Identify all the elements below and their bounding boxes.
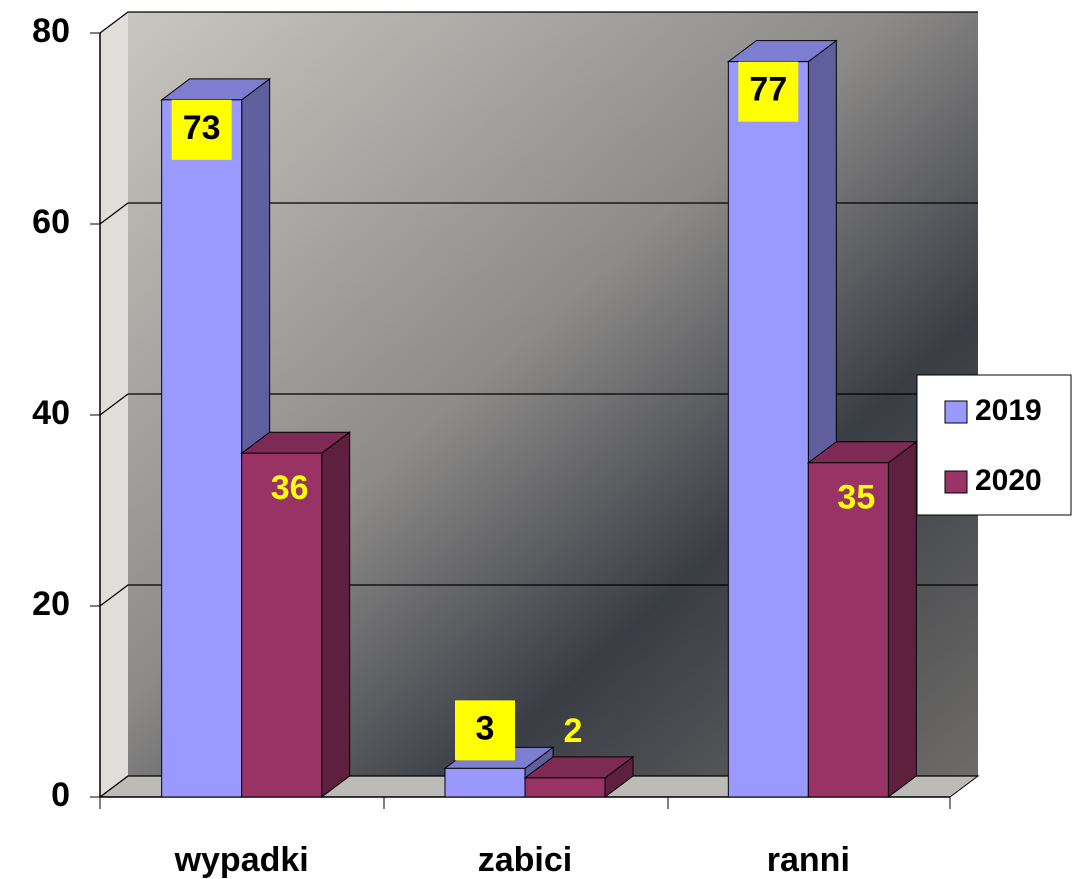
bar-front [728, 62, 808, 797]
x-tick-label: ranni [767, 841, 850, 879]
y-tick-label: 20 [32, 585, 70, 623]
x-tick-label: wypadki [174, 841, 309, 879]
value-label: 73 [183, 109, 221, 147]
chart: 0 20 40 60 80 wypadki 73 36 zabici 3 2 ranni 77 35 201… [0, 0, 1072, 879]
y-tick-label: 60 [32, 203, 70, 241]
y-tick-label: 80 [32, 12, 70, 50]
legend-swatch [945, 471, 967, 493]
legend-swatch [945, 401, 967, 423]
value-label: 36 [271, 469, 309, 507]
x-ticks [100, 797, 950, 809]
y-tick-label: 0 [51, 776, 70, 814]
value-label: 3 [476, 709, 495, 747]
y-tick-label: 40 [32, 394, 70, 432]
x-tick-label: zabici [478, 841, 572, 879]
value-label: 35 [837, 479, 875, 517]
legend-label: 2020 [975, 464, 1042, 497]
value-label: 2 [564, 712, 583, 750]
bar-front [445, 768, 525, 797]
value-label: 77 [749, 71, 787, 109]
bar-side [888, 442, 916, 797]
bar-front [162, 100, 242, 797]
bar-side [322, 432, 350, 797]
legend-label: 2019 [975, 394, 1042, 427]
bar-front [525, 778, 605, 797]
